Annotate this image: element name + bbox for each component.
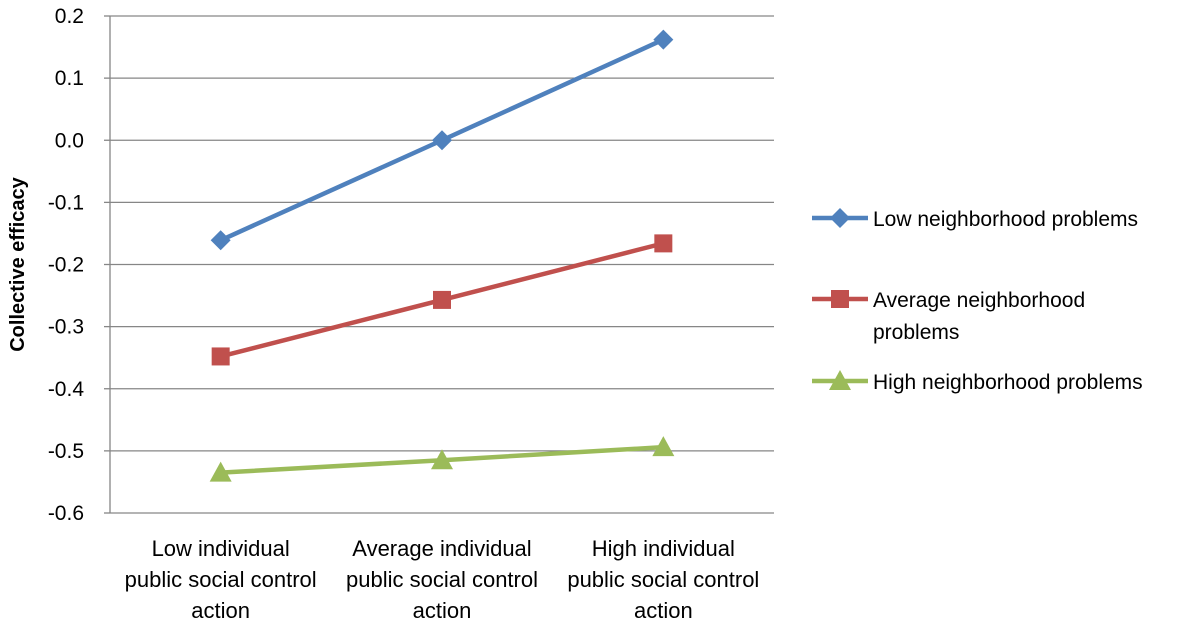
legend-label: Low neighborhood problems <box>873 208 1138 231</box>
data-point-diamond <box>432 130 452 151</box>
data-point-triangle <box>431 449 453 470</box>
x-tick-label: action <box>413 598 472 623</box>
y-axis-label: Collective efficacy <box>7 176 29 351</box>
x-tick-label: Average individual <box>352 536 531 561</box>
data-point-square <box>831 290 849 308</box>
legend-label: High neighborhood problems <box>873 371 1143 394</box>
legend: Low neighborhood problems Average neighbo… <box>812 208 1143 394</box>
data-point-triangle <box>829 370 851 390</box>
legend-item: High neighborhood problems <box>812 370 1143 394</box>
x-tick-label: action <box>191 598 250 623</box>
x-tick-label: public social control <box>125 567 317 592</box>
data-point-triangle <box>209 461 232 482</box>
data-point-diamond <box>653 29 674 50</box>
data-point-triangle <box>652 436 675 457</box>
x-tick-label: Low individual <box>152 536 290 561</box>
x-tick-label: public social control <box>346 567 538 592</box>
y-tick-label: 0.2 <box>55 5 84 28</box>
legend-label: Average neighborhood <box>873 289 1085 312</box>
series <box>210 29 674 251</box>
series <box>209 436 675 482</box>
y-tick-label: -0.6 <box>48 502 84 525</box>
y-tick-label: -0.3 <box>48 316 84 339</box>
x-tick-label: High individual <box>592 536 735 561</box>
y-tick-label: -0.1 <box>48 191 84 214</box>
legend-item: Average neighborhood problems <box>812 289 1085 344</box>
y-tick-labels: 0.2 0.1 0.0 -0.1 -0.2 -0.3 -0.4 -0.5 -0.6 <box>48 5 85 525</box>
data-point-diamond <box>830 208 850 228</box>
series-group <box>209 29 675 482</box>
legend-item: Low neighborhood problems <box>812 208 1138 231</box>
y-tick-label: -0.2 <box>48 254 84 277</box>
series <box>211 234 673 366</box>
data-point-square <box>654 234 673 253</box>
y-tick-label: -0.5 <box>48 440 84 463</box>
x-tick-label: public social control <box>567 567 759 592</box>
legend-label: problems <box>873 321 959 344</box>
y-tick-label: -0.4 <box>48 378 85 401</box>
x-category-labels: Low individual public social control actio… <box>125 536 760 623</box>
gridlines <box>104 15 774 514</box>
y-tick-label: 0.1 <box>55 67 84 90</box>
x-tick-label: action <box>634 598 693 623</box>
data-point-square <box>433 290 451 309</box>
y-tick-label: 0.0 <box>55 129 84 152</box>
data-point-square <box>211 347 230 366</box>
data-point-diamond <box>210 230 231 251</box>
